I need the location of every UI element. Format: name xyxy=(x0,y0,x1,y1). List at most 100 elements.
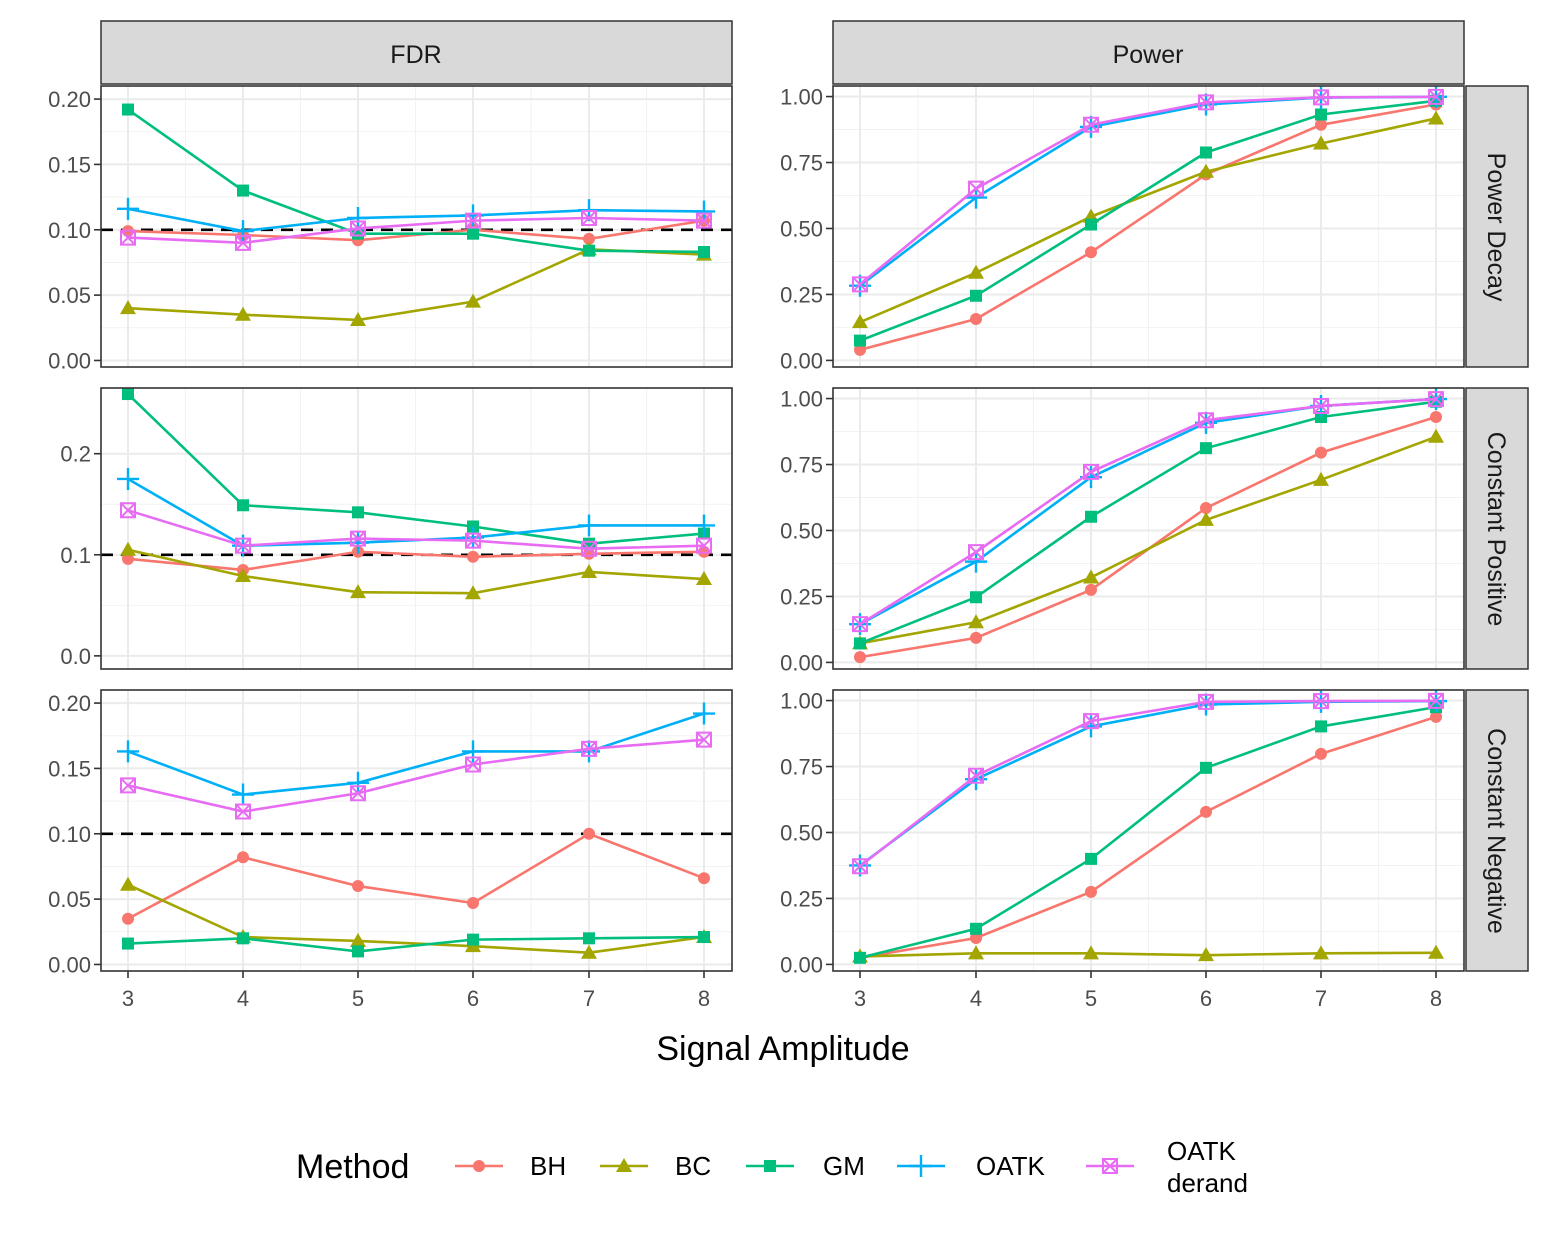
series-oatk-derand xyxy=(120,210,712,251)
panel-fdr-constant-positive: 0.0 0.1 0.2 xyxy=(60,387,733,670)
x-tick-label: 7 xyxy=(1315,986,1327,1011)
data-point xyxy=(237,851,249,864)
data-point xyxy=(122,103,134,116)
series-line xyxy=(859,99,1437,342)
data-point xyxy=(465,756,481,773)
data-point xyxy=(467,227,479,240)
series-oatk-derand xyxy=(852,692,1444,875)
y-tick-label: 0.2 xyxy=(60,442,91,467)
data-point xyxy=(352,506,364,519)
data-point xyxy=(852,616,868,633)
data-point xyxy=(350,311,366,326)
legend-item-bc: BC xyxy=(600,1151,711,1181)
data-point xyxy=(581,563,597,578)
series-gm xyxy=(122,931,710,958)
data-point xyxy=(235,803,251,820)
series-line xyxy=(859,103,1437,352)
data-point xyxy=(122,552,134,565)
data-point xyxy=(1200,805,1212,818)
data-point xyxy=(1200,502,1212,515)
panels: 0.00 0.05 0.10 0.15 0.20 0.00 0.25 0.50 0.75 1.00… xyxy=(48,85,1465,977)
panel-border xyxy=(832,387,1465,670)
data-point xyxy=(854,637,866,650)
series-oatk-derand xyxy=(120,502,712,557)
series-bh xyxy=(122,827,710,925)
data-point xyxy=(1315,118,1327,131)
data-point xyxy=(583,232,595,245)
panel-border xyxy=(100,387,733,670)
series-gm xyxy=(122,388,710,550)
data-point xyxy=(968,614,984,629)
data-point xyxy=(1083,116,1099,133)
data-point xyxy=(1315,411,1327,424)
data-point xyxy=(120,502,136,519)
series-line xyxy=(127,219,705,242)
data-point xyxy=(1313,945,1329,960)
data-point xyxy=(693,200,715,223)
data-point xyxy=(970,591,982,604)
y-tick-label: 0.0 xyxy=(60,644,91,669)
data-point xyxy=(968,544,984,561)
legend-label: OATK xyxy=(1167,1136,1237,1166)
data-point xyxy=(120,300,136,315)
data-point xyxy=(1428,692,1444,709)
x-tick-label: 6 xyxy=(467,986,479,1011)
data-point xyxy=(467,520,479,533)
data-point xyxy=(965,550,987,573)
data-point xyxy=(350,584,366,599)
data-point xyxy=(235,537,251,554)
data-point xyxy=(696,571,712,586)
data-point xyxy=(462,740,484,763)
data-point xyxy=(968,767,984,784)
data-point xyxy=(1313,89,1329,106)
x-tick-label: 3 xyxy=(854,986,866,1011)
y-tick-label: 0.05 xyxy=(48,283,91,308)
panel-background xyxy=(101,690,732,971)
data-point xyxy=(854,651,866,664)
x-tick-label: 5 xyxy=(1085,986,1097,1011)
legend-label: BC xyxy=(675,1151,711,1181)
series-line xyxy=(859,117,1437,324)
data-point xyxy=(696,731,712,748)
data-point xyxy=(122,912,134,925)
panel-border xyxy=(100,689,733,972)
legend-label: BH xyxy=(530,1151,566,1181)
data-point xyxy=(232,783,254,806)
data-point xyxy=(1313,693,1329,710)
data-point xyxy=(1085,583,1097,596)
series-line xyxy=(127,509,705,551)
data-point xyxy=(120,541,136,556)
series-oatk-derand xyxy=(852,88,1444,293)
data-point xyxy=(235,306,251,321)
data-point xyxy=(854,343,866,356)
data-point xyxy=(1085,218,1097,231)
data-point xyxy=(968,264,984,279)
data-point xyxy=(1313,135,1329,150)
data-point xyxy=(968,180,984,197)
data-point xyxy=(1198,511,1214,526)
panel-power-power-decay: 0.00 0.25 0.50 0.75 1.00 xyxy=(780,85,1465,373)
data-point xyxy=(465,585,481,600)
y-tick-label: 0.00 xyxy=(48,348,91,373)
data-point xyxy=(1428,110,1444,125)
column-strip-label: Power xyxy=(1113,41,1184,69)
data-point xyxy=(237,499,249,512)
y-tick-label: 0.00 xyxy=(780,650,823,675)
series-line xyxy=(859,705,1437,960)
data-point xyxy=(1083,569,1099,584)
legend-key-marker xyxy=(764,1160,776,1172)
data-point xyxy=(1083,713,1099,730)
data-point xyxy=(970,932,982,945)
series-line xyxy=(859,95,1437,286)
data-point xyxy=(232,220,254,243)
column-strip-fdr: FDR xyxy=(100,20,733,85)
data-point xyxy=(581,210,597,227)
series-line xyxy=(127,216,705,245)
y-tick-label: 1.00 xyxy=(780,689,823,714)
data-point xyxy=(1315,446,1327,459)
data-point xyxy=(1085,510,1097,523)
data-point xyxy=(970,312,982,325)
x-tick-label: 3 xyxy=(122,986,134,1011)
